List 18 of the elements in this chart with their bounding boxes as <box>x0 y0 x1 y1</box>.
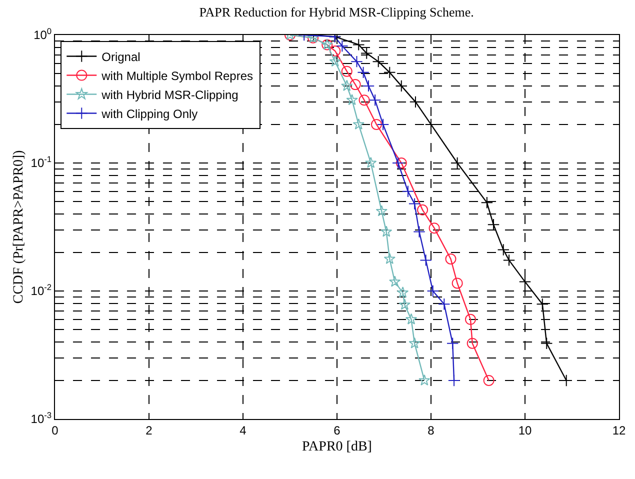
legend-label: with Multiple Symbol Repres <box>100 68 254 83</box>
x-tick-label: 4 <box>240 423 247 438</box>
x-tick-label: 0 <box>52 423 59 438</box>
y-tick-label: 10$^{-1}$ <box>30 154 52 170</box>
x-tick-label: 8 <box>428 423 435 438</box>
y-tick-label: 10$^{-2}$ <box>30 282 52 298</box>
y-axis-title: CCDF (Pr[PAPR>PAPR0]) <box>11 150 26 304</box>
x-tick-label: 2 <box>146 423 153 438</box>
x-tick-label: 12 <box>612 423 626 438</box>
legend-label: Orignal <box>102 50 140 64</box>
x-tick-label: 10 <box>518 423 532 438</box>
legend-label: with Hybrid MSR-Clipping <box>100 88 238 102</box>
y-tick-label: 10$^{-3}$ <box>30 410 52 426</box>
legend-label: with Clipping Only <box>100 106 198 121</box>
x-axis-title: PAPR0 [dB] <box>302 440 372 455</box>
chart-title: PAPR Reduction for Hybrid MSR-Clipping Scheme. <box>199 4 474 20</box>
y-tick-label: 10$^{0}$ <box>34 26 52 42</box>
x-tick-label: 6 <box>334 423 341 438</box>
